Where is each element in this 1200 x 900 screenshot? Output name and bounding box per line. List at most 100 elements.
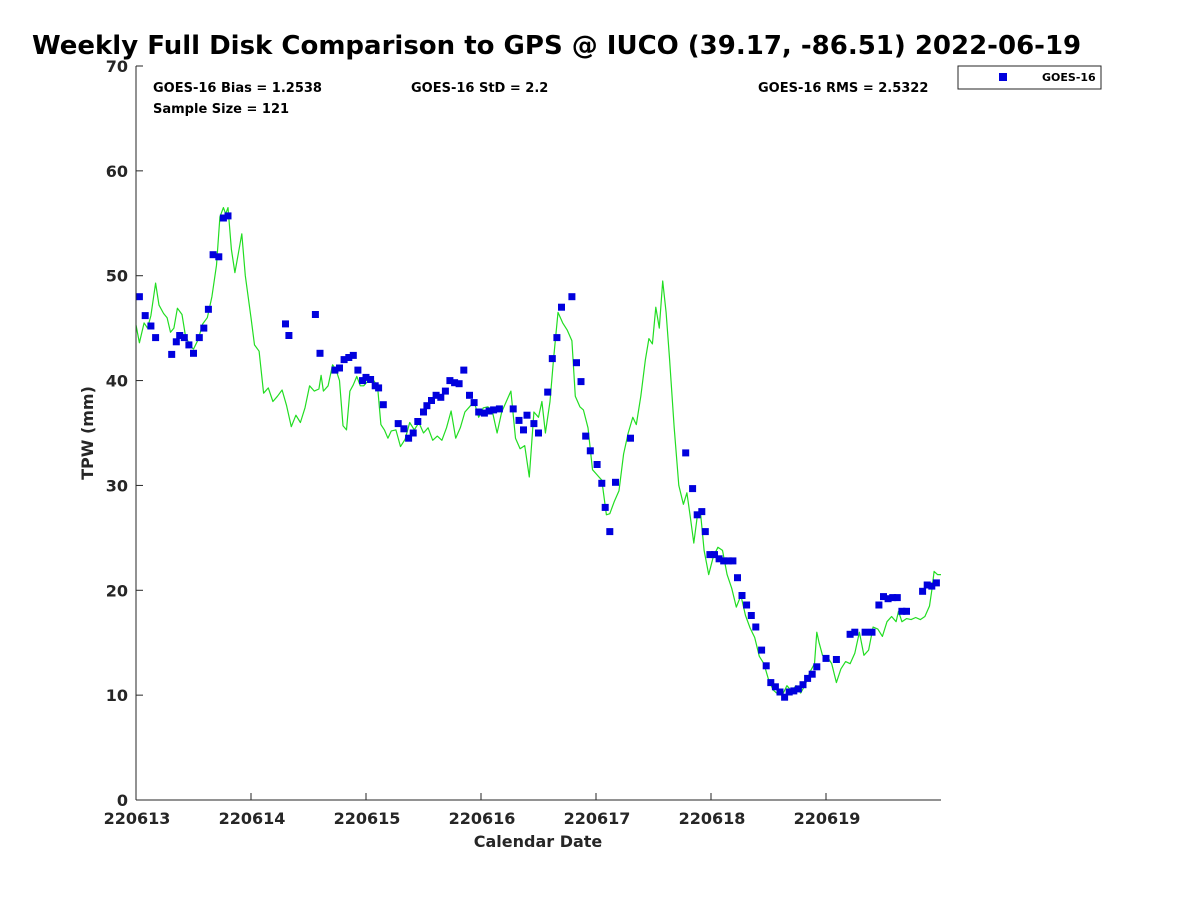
goes16-point <box>172 338 180 346</box>
goes16-point <box>437 393 445 401</box>
goes16-point <box>889 594 897 602</box>
x-tick-label: 220616 <box>449 809 516 828</box>
goes16-point <box>470 399 478 407</box>
goes16-point <box>851 628 859 636</box>
goes16-point <box>846 630 854 638</box>
goes16-point <box>204 305 212 313</box>
y-axis-ticks: 0 10 20 30 40 50 60 70 <box>106 57 143 810</box>
goes16-point <box>432 391 440 399</box>
goes16-point <box>724 557 732 565</box>
goes16-point <box>884 595 892 603</box>
goes16-point <box>720 557 728 565</box>
goes16-point <box>593 461 601 468</box>
goes16-point <box>423 402 431 410</box>
goes16-point <box>331 366 339 374</box>
x-tick-label: 220619 <box>794 809 861 828</box>
goes16-point <box>515 416 523 424</box>
goes16-point <box>282 320 289 328</box>
goes16-point <box>577 378 585 386</box>
goes16-point <box>535 429 542 437</box>
x-axis-ticks: 220613 220614 220615 220616 220617 220618 2206… <box>104 793 861 828</box>
goes16-point <box>135 293 143 301</box>
goes16-point <box>706 551 714 559</box>
goes16-point <box>734 574 741 582</box>
goes16-point <box>451 379 459 387</box>
goes16-point <box>405 434 413 442</box>
y-tick-label: 30 <box>106 476 128 495</box>
goes16-point <box>219 214 227 222</box>
goes16-point <box>490 406 498 414</box>
goes16-point <box>729 557 737 565</box>
y-axis-label: TPW (mm) <box>78 386 97 480</box>
goes16-point <box>509 405 517 413</box>
goes16-point <box>224 212 232 220</box>
goes16-point <box>790 687 798 695</box>
goes16-point <box>480 409 488 417</box>
goes16-point <box>808 670 816 678</box>
goes16-point <box>762 662 770 670</box>
goes16-point <box>420 408 427 416</box>
goes16-point <box>475 408 483 416</box>
goes16-point <box>771 683 779 691</box>
goes16-point <box>785 688 793 696</box>
goes16-point <box>799 681 807 689</box>
y-tick-label: 50 <box>106 267 128 286</box>
legend-marker-goes16 <box>999 73 1007 81</box>
goes16-point <box>530 420 538 428</box>
goes16-point <box>147 322 155 330</box>
goes16-point <box>612 478 619 486</box>
goes16-point <box>340 356 348 364</box>
goes16-point <box>168 350 176 358</box>
goes16-point <box>185 341 193 349</box>
y-tick-label: 40 <box>106 372 128 391</box>
goes16-point <box>285 332 293 339</box>
goes16-point <box>190 349 197 357</box>
goes16-point <box>180 334 188 342</box>
goes16-point <box>747 612 755 619</box>
goes16-point <box>598 479 606 487</box>
goes16-point <box>400 425 408 433</box>
legend: GOES-16 <box>957 65 1102 90</box>
goes16-point <box>568 293 576 301</box>
goes16-point <box>354 366 362 374</box>
goes16-point <box>311 311 319 318</box>
goes16-point <box>523 411 531 419</box>
x-tick-label: 220617 <box>564 809 631 828</box>
goes16-point <box>544 388 552 396</box>
chart-title: Weekly Full Disk Comparison to GPS @ IUC… <box>32 31 1081 61</box>
goes16-point <box>903 607 910 615</box>
goes16-point <box>394 420 402 428</box>
goes16-point <box>345 354 353 361</box>
goes16-point <box>752 623 760 631</box>
goes16-point <box>794 685 802 693</box>
goes16-point <box>495 405 503 413</box>
y-tick-label: 60 <box>106 162 128 181</box>
goes16-point <box>606 528 614 536</box>
goes16-point <box>573 359 580 367</box>
goes16-point <box>460 366 468 374</box>
y-tick-label: 20 <box>106 581 128 600</box>
goes16-point <box>601 503 609 511</box>
y-tick-label: 70 <box>106 57 128 76</box>
goes16-point <box>553 334 561 342</box>
legend-label-goes16: GOES-16 <box>1042 71 1096 84</box>
goes16-point <box>316 349 324 357</box>
goes16-point <box>176 332 184 339</box>
goes16-point <box>776 688 784 696</box>
goes16-point <box>375 384 383 392</box>
goes16-point <box>441 387 449 395</box>
goes16-point <box>875 601 883 609</box>
goes16-point <box>682 449 690 457</box>
goes16-point <box>743 601 751 609</box>
x-axis-label: Calendar Date <box>474 832 603 851</box>
goes16-point <box>832 656 840 663</box>
goes16-point <box>485 407 493 415</box>
goes16-point <box>586 447 594 455</box>
goes16-point <box>813 663 821 671</box>
goes16-point <box>701 528 709 536</box>
stats-annotations: GOES-16 Bias = 1.2538 GOES-16 StD = 2.2 … <box>153 81 928 117</box>
goes16-point <box>152 334 160 342</box>
legend-box <box>957 65 1102 90</box>
goes16-point <box>446 377 454 385</box>
